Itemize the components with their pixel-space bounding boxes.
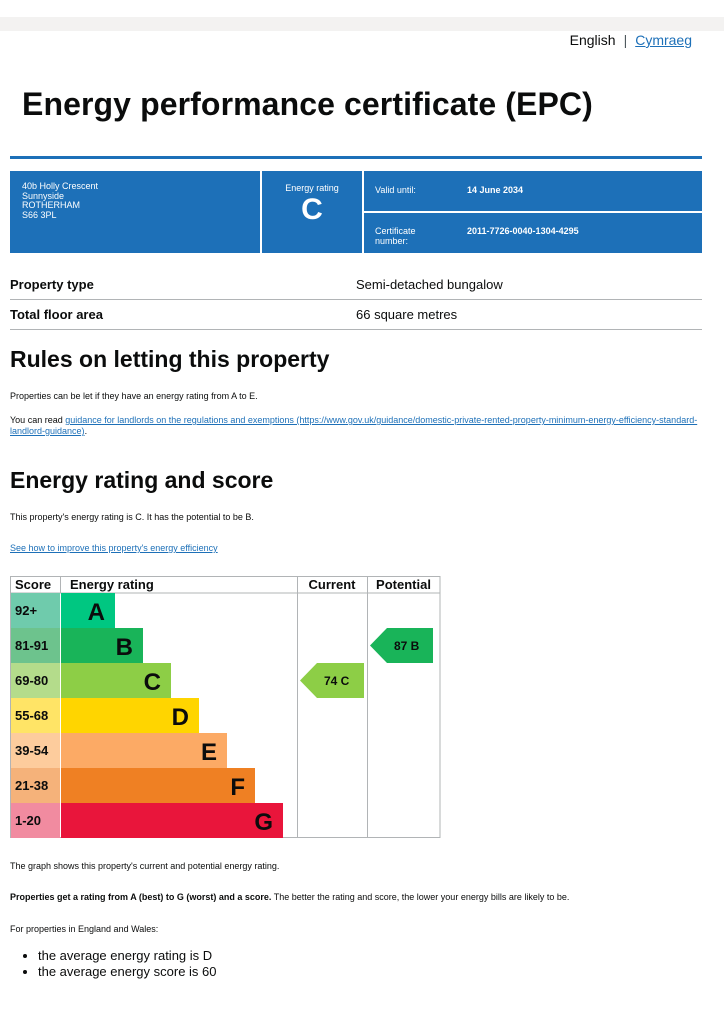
address-line-1: 40b Holly Crescent [22,181,99,191]
graph-caption: The graph shows this property's current … [10,861,280,871]
rating-letter-d: D [172,704,189,731]
valid-until-value: 14 June 2034 [467,185,524,195]
energy-rating-chart: Score Energy rating Current Potential 92+ A 81… [10,576,441,838]
rating-bar-g [61,803,283,838]
current-rating-label: 74 C [324,674,350,688]
score-cell-c [11,663,60,698]
rating-bar-d [61,698,199,733]
score-cell-g [11,803,60,838]
address-line-2: Sunnyside [22,190,65,201]
rating-letter-g: G [254,809,273,836]
property-address: 40b Holly Crescent Sunnyside ROTHERHAM S… [10,171,260,253]
rating-bar-a [61,593,115,628]
score-label-b: 81-91 [15,638,48,653]
property-type-row: Property type Semi-detached bungalow [10,270,702,300]
energy-rating-box: Energy rating C [262,171,362,253]
title-divider [10,156,702,159]
rating-letter-e: E [201,739,217,766]
rules-paragraph-2-prefix: You can read [10,415,66,425]
property-type-label: Property type [10,277,94,292]
energy-heading: Energy rating and score [10,467,274,493]
rating-explanation: Properties get a rating from A (best) to… [10,892,700,903]
improve-efficiency-link[interactable]: See how to improve this property's energ… [10,543,218,553]
certificate-number-value: 2011-7726-0040-1304-4295 [467,226,579,236]
average-list: the average energy rating is D the avera… [10,948,217,980]
score-cell-a [11,593,60,628]
header-energy-rating: Energy rating [70,577,154,592]
score-label-e: 39-54 [15,743,49,758]
rating-bar-b [61,628,143,663]
potential-rating-label: 87 B [394,639,420,653]
energy-rating-label: Energy rating [285,183,339,193]
potential-rating-arrow [370,628,433,663]
score-label-c: 69-80 [15,673,48,688]
header-score: Score [15,577,51,592]
rules-heading: Rules on letting this property [10,346,330,372]
rules-paragraph-1: Properties can be let if they have an en… [10,391,258,401]
property-type-value: Semi-detached bungalow [356,277,503,292]
rules-paragraph-2: You can read guidance for landlords on t… [10,415,700,437]
rating-letter-f: F [230,774,245,801]
current-rating-arrow [300,663,364,698]
score-label-f: 21-38 [15,778,48,793]
floor-area-value: 66 square metres [356,307,458,322]
rating-explanation-rest: The better the rating and score, the low… [271,892,570,902]
score-cell-f [11,768,60,803]
rating-bar-e [61,733,227,768]
floor-area-label: Total floor area [10,307,103,322]
energy-rating-graph: Score Energy rating Current Potential 92+ A 81… [10,576,441,838]
floor-area-row: Total floor area 66 square metres [10,300,702,330]
score-label-d: 55-68 [15,708,48,723]
address-line-4: S66 3PL [22,209,57,220]
rating-letter-a: A [88,599,105,626]
language-welsh-link[interactable]: Cymraeg [635,32,692,48]
rating-letter-b: B [116,634,133,661]
score-cell-e [11,733,60,768]
language-separator: | [623,32,628,48]
header-current: Current [309,577,357,592]
score-cell-d [11,698,60,733]
score-cell-b [11,628,60,663]
rating-bar-c [61,663,171,698]
rating-letter-c: C [144,669,161,696]
energy-improve-paragraph: See how to improve this property's energ… [10,543,700,554]
certificate-summary: 40b Holly Crescent Sunnyside ROTHERHAM S… [10,171,702,253]
rating-bar-f [61,768,255,803]
certificate-number-box: Certificate number: 2011-7726-0040-1304-… [364,213,702,253]
average-intro: For properties in England and Wales: [10,924,159,934]
score-label-g: 1-20 [15,813,41,828]
valid-until-label: Valid until: [375,185,416,195]
score-label-a: 92+ [15,603,37,618]
rules-paragraph-2-suffix: . [84,426,88,436]
energy-paragraph-1: This property's energy rating is C. It h… [10,512,254,522]
address-line-3: ROTHERHAM [22,200,80,211]
language-switcher: English | Cymraeg [570,32,692,48]
top-bar [0,17,724,31]
average-rating-item: the average energy rating is D [38,948,217,964]
rating-explanation-bold: Properties get a rating from A (best) to… [10,892,272,902]
average-score-item: the average energy score is 60 [38,964,217,980]
language-english: English [569,32,616,48]
header-potential: Potential [376,577,431,592]
energy-rating-letter: C [301,193,323,226]
page-title: Energy performance certificate (EPC) [22,86,593,122]
landlord-guidance-link[interactable]: guidance for landlords on the regulation… [10,415,698,436]
certificate-number-label: Certificate number: [375,226,416,246]
valid-until-box: Valid until: 14 June 2034 [364,171,702,211]
